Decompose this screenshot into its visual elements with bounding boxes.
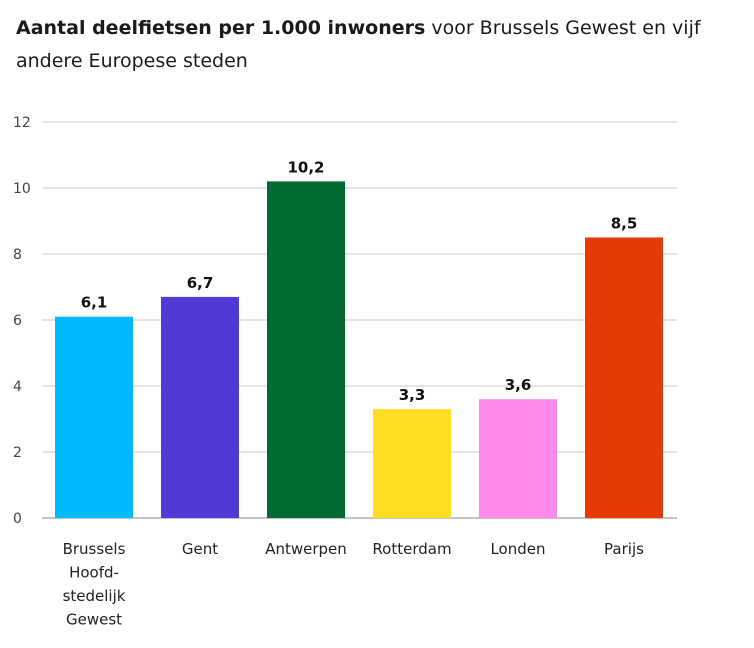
x-category-label: Gent xyxy=(182,540,218,558)
bar xyxy=(267,181,345,518)
y-tick-label: 8 xyxy=(13,247,22,263)
bar xyxy=(161,296,239,518)
x-axis-labels: Brussels Hoofd-stedelijk Gewest Gent Antwerp… xyxy=(63,540,645,629)
chart-title: Aantal deelfietsen per 1.000 inwoners vo… xyxy=(16,12,736,78)
bar-value-label: 6,1 xyxy=(81,294,108,312)
chart-title-bold: Aantal deelfietsen per 1.000 inwoners xyxy=(16,17,426,39)
x-category-label: Antwerpen xyxy=(265,540,347,558)
bar-value-label: 3,6 xyxy=(505,376,532,394)
bar-value-label: 6,7 xyxy=(187,274,214,292)
y-tick-label: 12 xyxy=(13,115,31,131)
bars xyxy=(55,181,663,518)
y-tick-label: 2 xyxy=(13,445,22,461)
bar-value-label: 3,3 xyxy=(399,386,426,404)
bar-value-label: 10,2 xyxy=(287,158,324,176)
x-category-label: Parijs xyxy=(604,540,644,558)
x-category-label: Londen xyxy=(490,540,545,558)
x-category-label: Brussels Hoofd-stedelijk Gewest xyxy=(63,540,126,629)
bar xyxy=(585,237,663,518)
grid-lines xyxy=(42,121,677,519)
bar xyxy=(479,399,557,518)
value-labels: 6,1 6,7 10,2 3,3 3,6 8,5 xyxy=(81,158,638,404)
y-tick-label: 6 xyxy=(13,313,22,329)
y-axis-ticks: 0 2 4 6 8 10 12 xyxy=(13,115,31,527)
bar xyxy=(373,409,451,518)
y-tick-label: 4 xyxy=(13,379,22,395)
bar xyxy=(55,316,133,518)
bar-value-label: 8,5 xyxy=(611,215,638,233)
chart-title-rest: voor Brussels Gewest en vijf andere Euro… xyxy=(16,17,701,72)
y-tick-label: 0 xyxy=(13,511,22,527)
y-tick-label: 10 xyxy=(13,181,31,197)
x-category-label: Rotterdam xyxy=(372,540,451,558)
